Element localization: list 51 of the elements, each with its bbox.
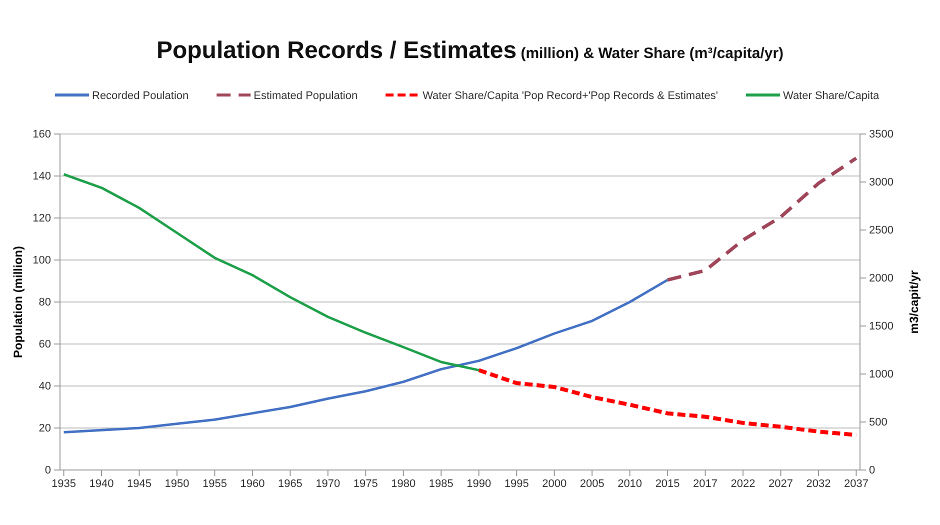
x-tick-label: 1945	[127, 478, 152, 490]
y2-tick-label: 3000	[869, 176, 894, 189]
y2-tick-label: 500	[869, 416, 888, 429]
line-series	[62, 278, 669, 434]
chart-title: Population Records / Estimates	[156, 37, 517, 64]
x-tick-label: 2005	[580, 478, 604, 490]
x-tick-label: 2037	[844, 478, 868, 490]
legend-label: Recorded Poulation	[92, 90, 189, 102]
y-tick-label: 0	[44, 464, 51, 477]
line-series	[62, 173, 480, 372]
legend-label: Water Share/Capita	[782, 90, 880, 102]
x-tick-label: 2017	[693, 478, 718, 490]
chart-subtitle: (million) & Water Share (m³/capita/yr)	[516, 45, 784, 62]
x-tick-label: 2032	[806, 478, 831, 490]
x-tick-label: 1980	[391, 478, 416, 490]
x-tick-label: 2015	[655, 478, 680, 490]
x-tick-label: 2022	[730, 478, 756, 490]
y2-tick-label: 0	[869, 464, 876, 477]
x-tick-label: 1960	[240, 478, 265, 490]
x-tick-label: 1965	[278, 478, 302, 490]
line-series	[476, 368, 858, 437]
x-tick-label: 1950	[164, 478, 190, 490]
y-tick-label: 100	[32, 254, 51, 267]
x-tick-label: 1940	[89, 478, 114, 490]
x-tick-label: 1990	[466, 478, 492, 490]
line-series	[666, 156, 858, 282]
x-tick-label: 1975	[353, 478, 378, 490]
y2-tick-label: 3500	[869, 128, 894, 141]
legend-label: Water Share/Capita 'Pop Record+'Pop Records & Estimates'	[422, 90, 718, 102]
y2-tick-label: 2000	[869, 272, 894, 285]
x-tick-label: 2027	[768, 478, 793, 490]
y-tick-label: 160	[32, 128, 51, 141]
y-tick-label: 120	[32, 212, 51, 225]
x-tick-label: 1955	[202, 478, 227, 490]
y2-tick-label: 1000	[869, 368, 894, 381]
x-tick-label: 1935	[52, 478, 76, 490]
x-tick-label: 1970	[316, 478, 340, 490]
x-tick-label: 2000	[542, 478, 567, 490]
legend-label: Estimated Population	[254, 90, 358, 102]
x-tick-label: 2010	[618, 478, 642, 490]
y2-tick-label: 2500	[869, 224, 894, 237]
y-axis-title: Population (million)	[11, 246, 25, 358]
y2-tick-label: 1500	[869, 320, 894, 333]
y-tick-label: 80	[38, 296, 51, 309]
x-tick-label: 1995	[504, 478, 529, 490]
y-tick-label: 20	[38, 422, 51, 435]
y-tick-label: 40	[38, 380, 51, 393]
y2-axis-title: m3/capit/yr	[907, 270, 921, 334]
x-tick-label: 1985	[428, 478, 454, 490]
y-tick-label: 140	[32, 170, 51, 183]
y-tick-label: 60	[38, 338, 51, 351]
